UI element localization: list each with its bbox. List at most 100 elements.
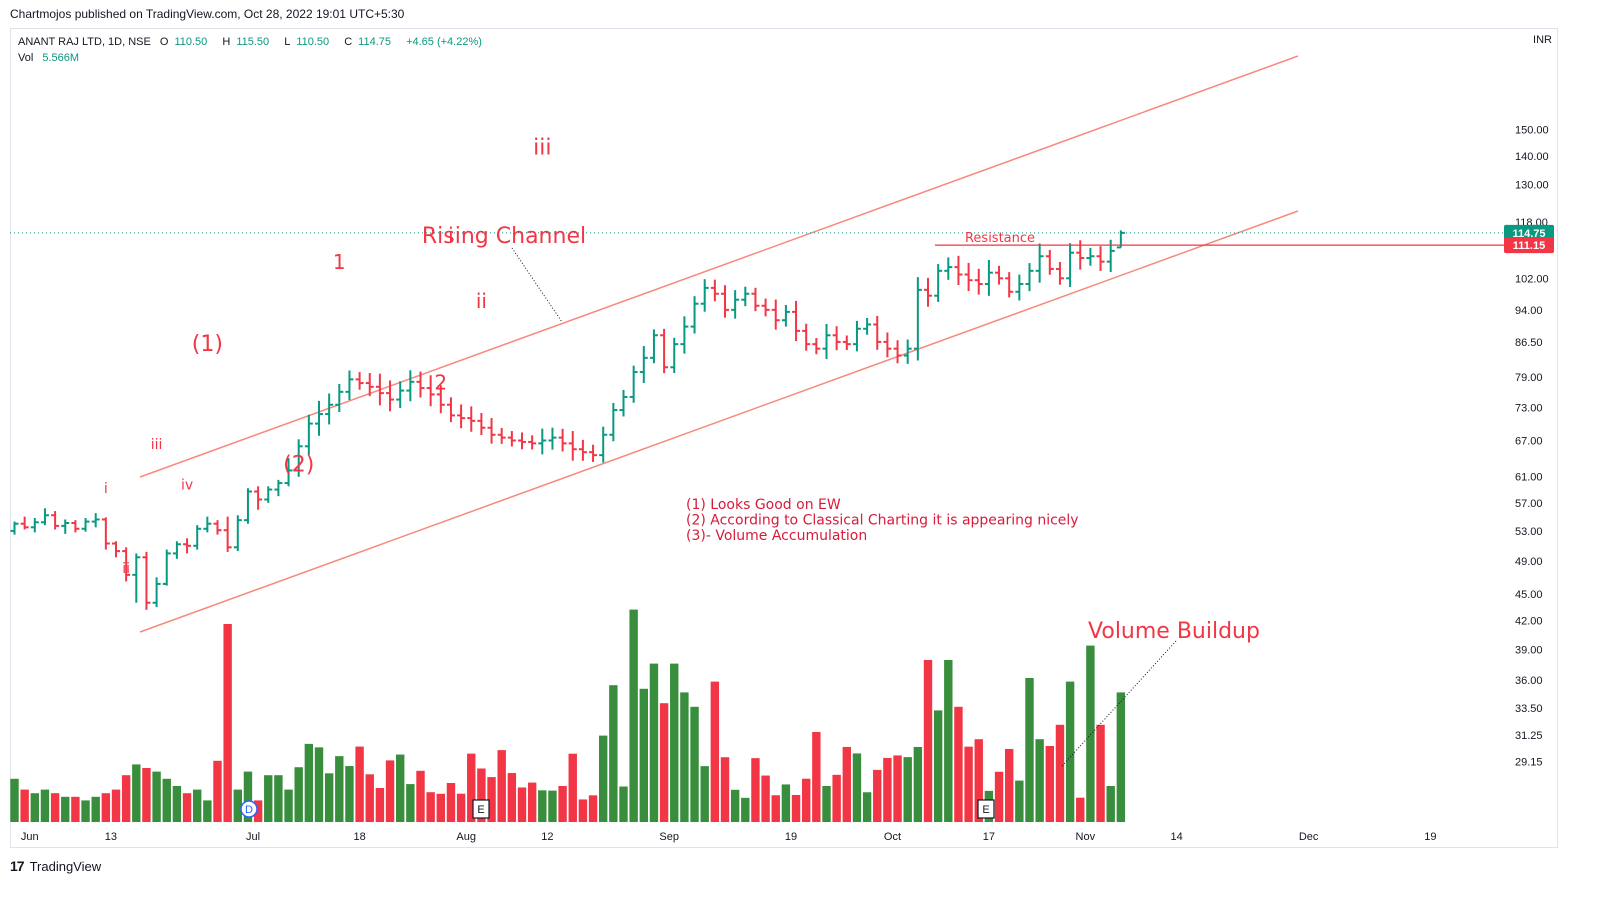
volume-bar — [639, 688, 648, 822]
ohlc-bar — [355, 372, 364, 390]
dividend-marker-icon — [240, 800, 258, 818]
ohlc-bar — [183, 538, 192, 554]
high-value: H 115.50 — [222, 36, 270, 48]
symbol-legend[interactable]: ANANT RAJ LTD, 1D, NSE O 110.50 H 115.50 L… — [18, 34, 488, 66]
close-value: C 114.75 — [344, 36, 391, 48]
ohlc-bar — [883, 332, 892, 358]
ohlc-bar — [112, 541, 120, 558]
y-tick-label: 94.00 — [1515, 305, 1543, 317]
symbol-name[interactable]: ANANT RAJ LTD, 1D, NSE — [18, 36, 151, 48]
chart-frame[interactable] — [10, 28, 1558, 848]
ohlc-bar — [528, 435, 537, 450]
price-tag-box — [1504, 224, 1554, 241]
volume-bar — [588, 795, 598, 822]
y-tick-label: 130.00 — [1515, 180, 1549, 192]
wave-label: ii — [122, 561, 130, 577]
ohlc-bar — [1035, 243, 1044, 283]
ohlc-bar — [639, 345, 648, 384]
volume-bar — [142, 768, 151, 822]
volume-bar — [20, 789, 29, 822]
ohlc-bar — [558, 428, 567, 452]
volume-bar — [548, 790, 557, 822]
y-tick-label: 150.00 — [1515, 124, 1549, 136]
low-value: L 110.50 — [284, 36, 330, 48]
ohlc-bar — [913, 277, 922, 361]
ohlc-bar — [142, 551, 151, 610]
wave-label: ii — [476, 289, 487, 313]
ohlc-bar — [122, 547, 131, 582]
ohlc-bar — [863, 318, 872, 335]
volume-bars — [10, 609, 1126, 822]
volume-bar — [416, 770, 425, 822]
x-tick-label: Oct — [884, 831, 901, 843]
ohlc-bar — [152, 577, 161, 608]
volume-bar — [619, 786, 628, 822]
ohlc-bar — [406, 370, 415, 402]
volume-bar — [193, 789, 202, 822]
volume-bar — [1096, 724, 1105, 822]
ohlc-bar — [71, 520, 80, 533]
tradingview-footer[interactable]: 17 TradingView — [10, 858, 101, 874]
ohlc-bar — [436, 385, 445, 414]
volume-bar — [477, 768, 486, 822]
open-value: O 110.50 — [159, 36, 208, 48]
volume-bar — [10, 778, 19, 822]
channel-lower-line — [139, 210, 1299, 633]
y-tick-label: 61.00 — [1515, 472, 1543, 484]
ohlc-bar — [203, 516, 212, 533]
y-axis-ticks: 150.00140.00130.00118.00102.0094.0086.50… — [1515, 124, 1549, 768]
publisher-text: Chartmojos published on TradingView.com,… — [10, 7, 405, 21]
rising-channel[interactable] — [139, 55, 1299, 633]
volume-bar — [974, 739, 983, 822]
event-marker-text: E — [477, 804, 484, 816]
x-tick-label: 17 — [983, 831, 995, 843]
x-tick-label: 13 — [105, 831, 117, 843]
volume-bar — [883, 757, 892, 822]
y-tick-label: 45.00 — [1515, 589, 1543, 601]
ohlc-bar — [812, 338, 821, 355]
ohlc-bar — [304, 414, 313, 455]
ohlc-bar — [518, 432, 526, 450]
volume-bar — [629, 609, 638, 822]
volume-bar — [690, 706, 699, 822]
price-tag: 114.75 — [1504, 224, 1554, 241]
event-marker-text: E — [982, 804, 989, 816]
ohlc-bar — [974, 268, 983, 295]
ohlc-bar — [873, 315, 882, 350]
ohlc-bar — [548, 427, 557, 450]
volume-bar — [264, 775, 273, 822]
volume-bar — [812, 732, 821, 822]
y-tick-label: 79.00 — [1515, 372, 1543, 384]
ohlc-bar — [984, 259, 993, 296]
ohlc-bar — [243, 488, 252, 524]
y-tick-label: 86.50 — [1515, 337, 1543, 349]
ohlc-bar — [771, 299, 780, 330]
note-line: (2) According to Classical Charting it i… — [686, 513, 1079, 529]
ohlc-bar — [710, 279, 719, 302]
ohlc-bar — [761, 298, 770, 317]
volume-bar — [274, 775, 283, 822]
note-line: (3)- Volume Accumulation — [686, 528, 867, 544]
volume-bar — [203, 800, 212, 822]
volume-bar — [355, 746, 364, 822]
event-marker: E — [472, 799, 490, 819]
ohlc-bar — [1066, 243, 1075, 288]
volume-bar — [467, 753, 476, 822]
ohlc-bar — [20, 516, 29, 530]
volume-bar — [1005, 748, 1014, 822]
ohlc-bar — [1086, 247, 1095, 266]
ohlc-bar — [91, 513, 100, 528]
ohlc-bar — [487, 418, 496, 444]
y-tick-label: 39.00 — [1515, 644, 1543, 656]
wave-label: (2) — [283, 453, 314, 478]
volume-bar — [751, 758, 760, 822]
volume-bar — [71, 796, 80, 822]
ohlc-bar — [568, 431, 577, 461]
ohlc-bar — [589, 444, 598, 462]
volume-bar — [40, 789, 50, 822]
volume-bar — [162, 778, 171, 822]
ohlc-bar — [477, 412, 486, 435]
volume-buildup-pointer — [1061, 640, 1177, 767]
